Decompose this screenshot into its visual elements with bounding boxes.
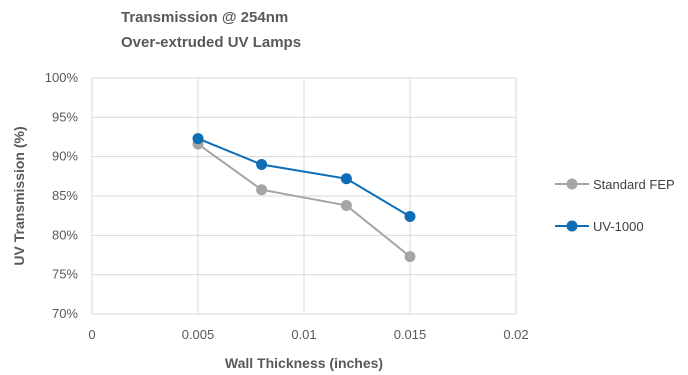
legend-label: UV-1000 bbox=[593, 219, 644, 234]
y-axis-title: UV Transmission (%) bbox=[11, 126, 27, 265]
x-axis-title: Wall Thickness (inches) bbox=[225, 355, 383, 371]
y-tick-label: 70% bbox=[52, 306, 78, 321]
legend-marker bbox=[566, 178, 578, 190]
y-tick-label: 85% bbox=[52, 188, 78, 203]
legend-label: Standard FEP bbox=[593, 177, 675, 192]
x-tick-label: 0 bbox=[88, 327, 95, 342]
y-tick-label: 80% bbox=[52, 227, 78, 242]
x-tick-label: 0.01 bbox=[291, 327, 316, 342]
data-point bbox=[256, 184, 268, 196]
chart-title-line-2: Over-extruded UV Lamps bbox=[121, 34, 302, 51]
data-point bbox=[404, 210, 416, 222]
x-tick-label: 0.015 bbox=[394, 327, 427, 342]
y-tick-label: 90% bbox=[52, 149, 78, 164]
y-tick-label: 75% bbox=[52, 267, 78, 282]
data-point bbox=[340, 199, 352, 211]
data-point bbox=[340, 173, 352, 185]
x-tick-label: 0.005 bbox=[182, 327, 215, 342]
chart-title-line-1: Transmission @ 254nm bbox=[121, 9, 289, 26]
series-line bbox=[197, 137, 411, 218]
data-point bbox=[404, 251, 416, 263]
x-tick-label: 0.02 bbox=[503, 327, 528, 342]
y-tick-label: 100% bbox=[45, 70, 79, 85]
data-point bbox=[256, 159, 268, 171]
data-point bbox=[192, 133, 204, 145]
y-tick-label: 95% bbox=[52, 109, 78, 124]
series-line bbox=[197, 143, 411, 258]
legend-marker bbox=[566, 220, 578, 232]
